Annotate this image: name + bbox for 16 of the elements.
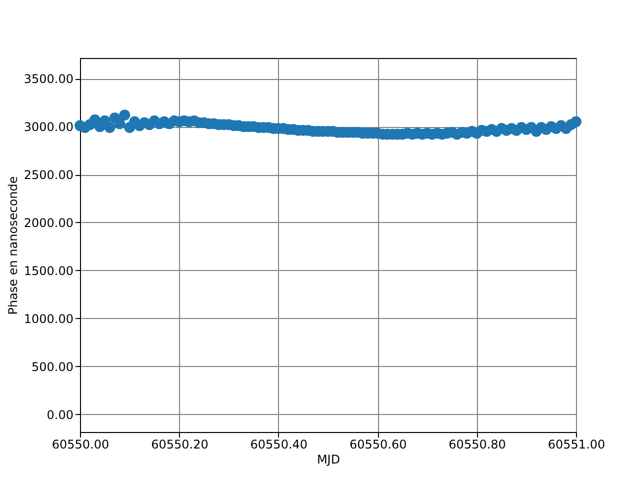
y-tick-label: 0.00 [46, 408, 74, 422]
x-tick-label: 60550.60 [349, 438, 407, 452]
x-tick-label: 60550.80 [448, 438, 506, 452]
y-tick-label: 500.00 [32, 360, 74, 374]
x-tick-label: 60550.20 [151, 438, 208, 452]
y-tick-label: 1000.00 [24, 312, 74, 326]
x-tick-label: 60550.40 [250, 438, 308, 452]
x-tick-label: 60551.00 [548, 438, 606, 452]
y-tick-label: 3500.00 [24, 72, 74, 86]
x-axis-title: MJD [316, 452, 340, 466]
x-tick-label: 60550.00 [52, 438, 110, 452]
y-tick-label: 3000.00 [24, 120, 74, 134]
y-tick-label: 2500.00 [24, 168, 74, 182]
y-tick-label: 1500.00 [24, 264, 74, 278]
y-tick-label: 2000.00 [24, 216, 74, 230]
y-axis-title: Phase en nanoseconde [6, 176, 20, 315]
